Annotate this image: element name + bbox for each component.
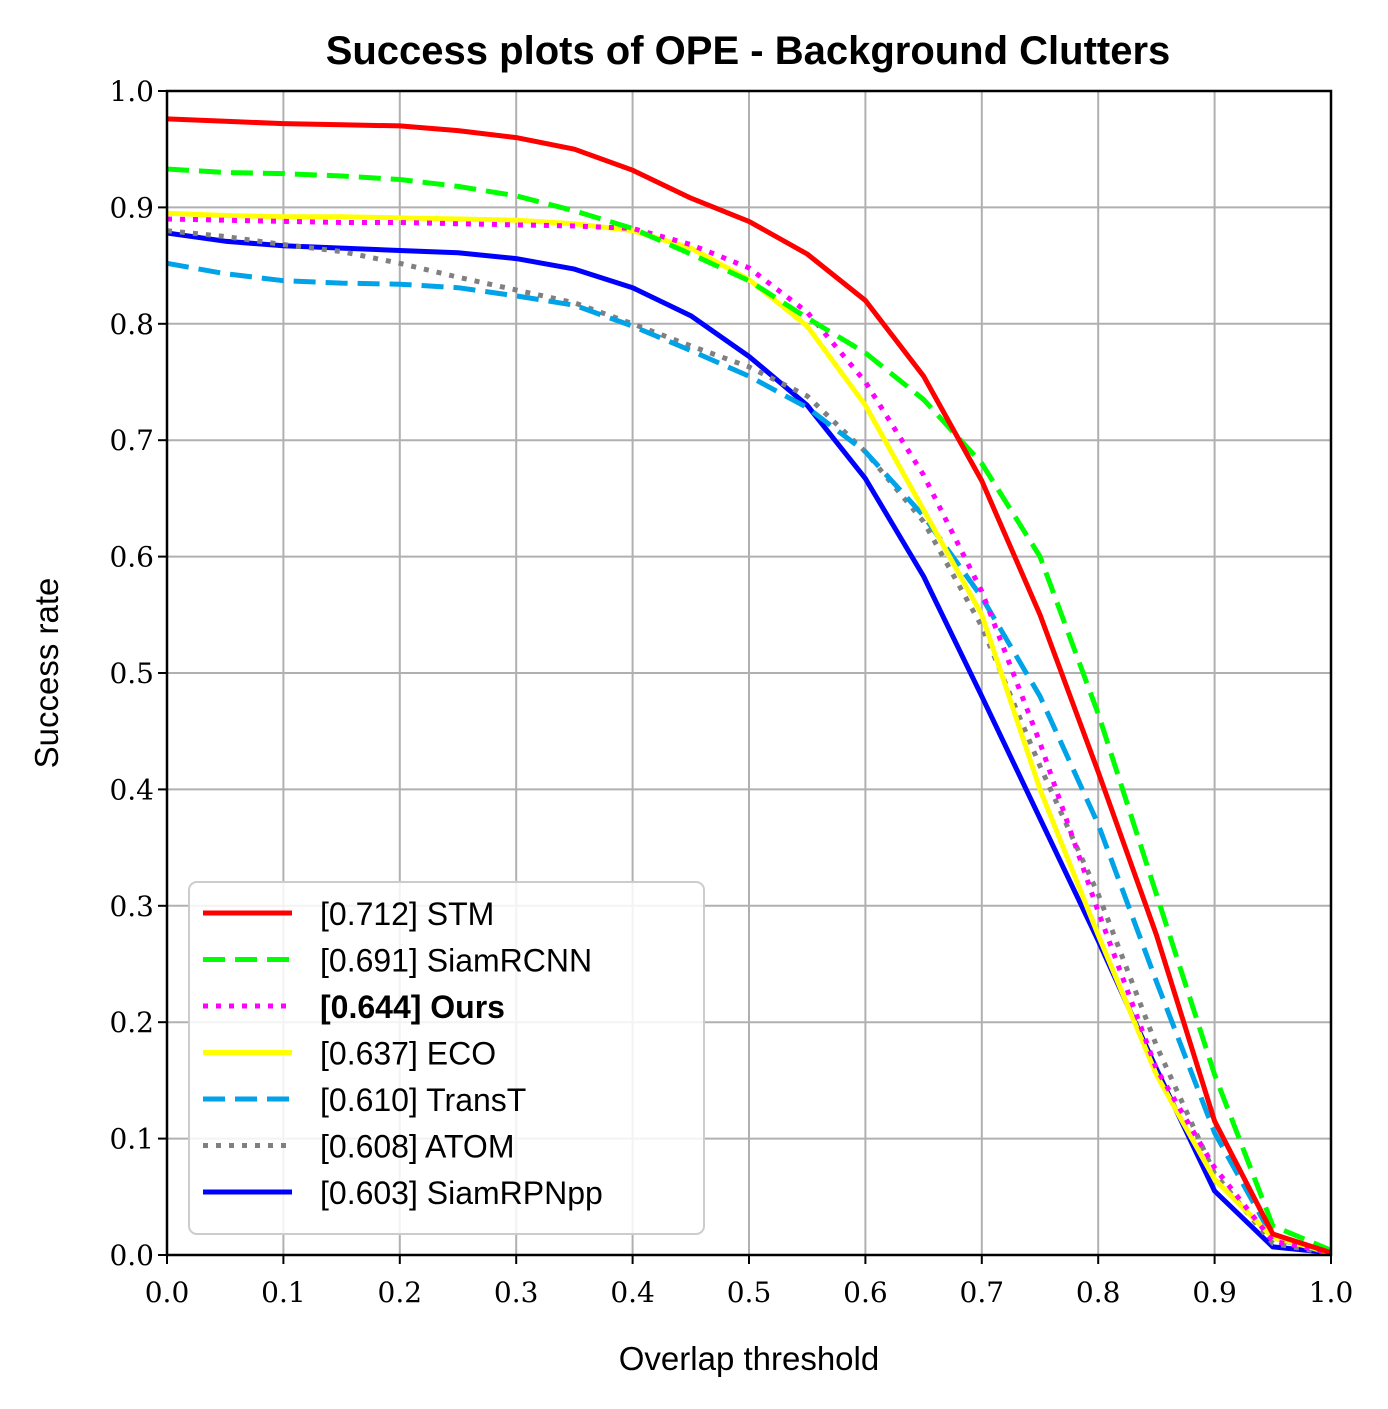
y-tick-label: 0.2	[109, 1006, 154, 1039]
y-tick-label: 0.8	[109, 308, 154, 341]
y-tick-label: 0.0	[109, 1239, 154, 1272]
legend-label: [0.644] Ours	[320, 989, 505, 1025]
y-tick-label: 0.6	[109, 541, 154, 574]
y-tick-label: 0.5	[109, 657, 154, 690]
series-line-siamrcnn	[166, 166, 1332, 1253]
legend: [0.712] STM [0.691] SiamRCNN [0.644] Ours […	[188, 881, 705, 1235]
x-tick-label: 0.9	[1192, 1276, 1237, 1309]
legend-label: [0.603] SiamRPNpp	[320, 1175, 603, 1211]
x-tick-label: 0.7	[960, 1276, 1005, 1309]
series-line-stm	[166, 116, 1332, 1256]
legend-label: [0.691] SiamRCNN	[320, 943, 592, 979]
legend-label: [0.712] STM	[320, 896, 494, 932]
y-tick-label: 0.9	[109, 191, 154, 224]
axis-ticks: 0.0 0.1 0.2 0.3 0.4 0.5 0.6 0.7 0.8 0.9 1.0 0.0 0.1 0…	[109, 75, 1353, 1309]
series-line-transt	[166, 260, 1332, 1257]
series-line-ours	[166, 216, 1332, 1256]
x-tick-label: 0.1	[261, 1276, 306, 1309]
x-tick-label: 0.2	[378, 1276, 423, 1309]
series-lines	[166, 116, 1332, 1257]
legend-label: [0.608] ATOM	[320, 1129, 514, 1165]
x-tick-label: 0.3	[494, 1276, 539, 1309]
series-line-eco	[166, 210, 1332, 1256]
y-tick-label: 0.1	[109, 1123, 154, 1156]
legend-label: [0.610] TransT	[320, 1082, 526, 1118]
x-tick-label: 1.0	[1309, 1276, 1354, 1309]
y-tick-label: 1.0	[109, 75, 154, 108]
y-tick-label: 0.4	[109, 773, 154, 806]
y-tick-label: 0.7	[109, 424, 154, 457]
x-tick-label: 0.6	[843, 1276, 888, 1309]
x-tick-label: 0.5	[727, 1276, 772, 1309]
legend-box	[188, 881, 705, 1235]
x-tick-label: 0.4	[610, 1276, 655, 1309]
y-tick-label: 0.3	[109, 890, 154, 923]
legend-label: [0.637] ECO	[320, 1036, 496, 1072]
y-axis-label: Success rate	[28, 578, 65, 769]
x-axis-label: Overlap threshold	[619, 1340, 879, 1377]
x-tick-label: 0.8	[1076, 1276, 1121, 1309]
chart-title: Success plots of OPE - Background Clutte…	[326, 29, 1171, 73]
x-tick-label: 0.0	[145, 1276, 190, 1309]
series-line-atom	[166, 228, 1332, 1257]
